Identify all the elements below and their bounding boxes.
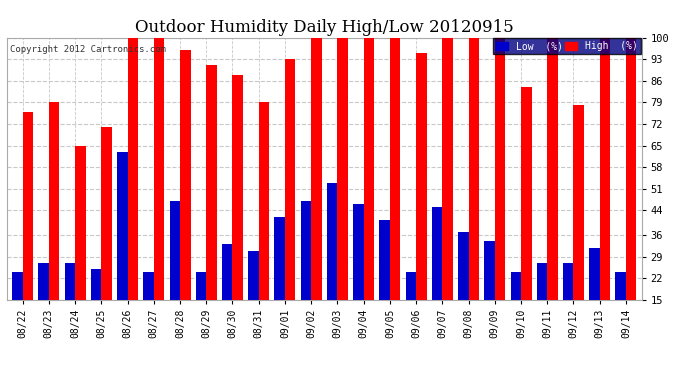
Bar [117, 152, 128, 346]
Bar [458, 232, 469, 346]
Bar [484, 242, 495, 346]
Bar [432, 207, 442, 346]
Bar [39, 263, 49, 346]
Bar [154, 38, 164, 346]
Bar [521, 87, 531, 346]
Bar [170, 201, 180, 346]
Bar [233, 75, 243, 347]
Bar [626, 38, 636, 346]
Bar [380, 220, 390, 346]
Bar [537, 263, 547, 346]
Bar [442, 38, 453, 346]
Bar [511, 272, 521, 346]
Bar [495, 38, 505, 346]
Bar [589, 248, 600, 346]
Bar [301, 201, 311, 346]
Bar [144, 272, 154, 346]
Bar [573, 105, 584, 346]
Bar [91, 269, 101, 346]
Bar [248, 251, 259, 346]
Bar [75, 146, 86, 346]
Text: Copyright 2012 Cartronics.com: Copyright 2012 Cartronics.com [10, 45, 166, 54]
Bar [390, 38, 400, 346]
Bar [469, 38, 479, 346]
Bar [337, 38, 348, 346]
Title: Outdoor Humidity Daily High/Low 20120915: Outdoor Humidity Daily High/Low 20120915 [135, 19, 513, 36]
Bar [615, 272, 626, 346]
Bar [222, 244, 233, 346]
Bar [23, 112, 33, 346]
Bar [180, 50, 190, 346]
Bar [196, 272, 206, 346]
Bar [285, 59, 295, 346]
Bar [49, 102, 59, 346]
Bar [563, 263, 573, 346]
Bar [65, 263, 75, 346]
Bar [259, 102, 269, 346]
Legend: Low  (%), High  (%): Low (%), High (%) [493, 39, 641, 54]
Bar [275, 217, 285, 346]
Bar [206, 65, 217, 346]
Bar [364, 38, 374, 346]
Bar [547, 38, 558, 346]
Bar [416, 53, 426, 346]
Bar [128, 38, 138, 346]
Bar [600, 38, 610, 346]
Bar [311, 38, 322, 346]
Bar [12, 272, 23, 346]
Bar [353, 204, 364, 346]
Bar [327, 183, 337, 346]
Bar [101, 127, 112, 346]
Bar [406, 272, 416, 346]
